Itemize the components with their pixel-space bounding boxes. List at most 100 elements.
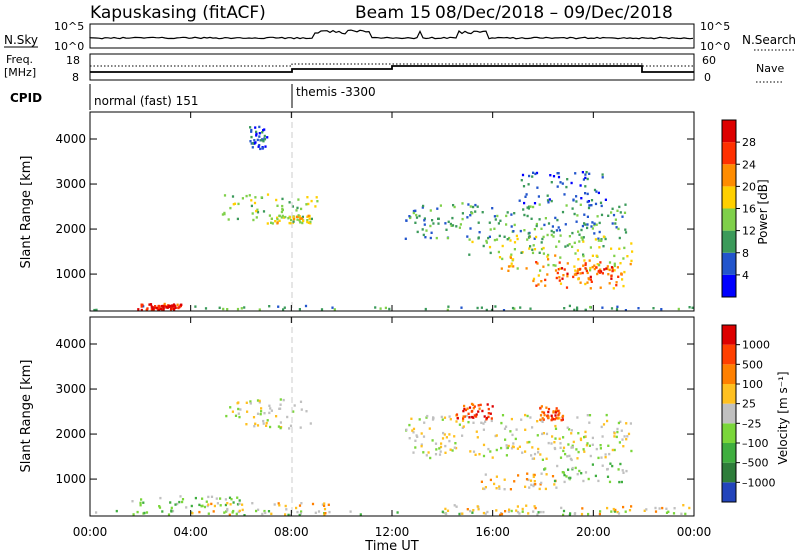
data-cell (630, 505, 633, 508)
data-cell (606, 468, 609, 471)
data-cell (608, 452, 611, 456)
data-cell (524, 428, 527, 431)
data-cell (587, 200, 590, 203)
data-cell (537, 195, 540, 198)
data-cell (545, 473, 548, 476)
data-cell (284, 513, 287, 516)
data-cell (572, 275, 575, 279)
data-cell (489, 251, 492, 255)
data-cell (532, 277, 536, 281)
data-cell (426, 414, 429, 418)
data-cell (586, 271, 589, 275)
data-cell (411, 429, 414, 432)
data-cell (487, 415, 490, 419)
data-cell (274, 220, 277, 223)
data-cell (250, 128, 253, 132)
data-cell (493, 227, 496, 230)
data-cell (584, 430, 587, 434)
data-cell (255, 216, 258, 219)
data-cell (610, 277, 613, 280)
data-cell (542, 235, 545, 239)
data-cell (601, 173, 604, 176)
data-cell (296, 510, 299, 514)
data-cell (245, 401, 248, 404)
data-cell (487, 447, 490, 451)
data-cell (565, 204, 568, 207)
data-cell (620, 429, 623, 432)
data-cell (523, 213, 526, 217)
data-cell (491, 207, 494, 210)
data-cell (535, 222, 538, 226)
data-cell (115, 509, 118, 513)
data-cell (477, 404, 480, 407)
data-cell (297, 198, 300, 201)
data-cell (565, 475, 568, 478)
data-cell (148, 303, 151, 306)
data-cell (584, 282, 587, 286)
data-cell (526, 214, 529, 218)
data-cell (477, 508, 480, 511)
data-cell (238, 499, 241, 502)
data-cell (599, 286, 602, 289)
data-cell (579, 437, 582, 440)
nsky-line (89, 29, 694, 40)
data-cell (589, 246, 592, 249)
data-cell (458, 423, 461, 426)
data-cell (584, 262, 587, 265)
data-cell (416, 230, 419, 234)
data-cell (289, 424, 293, 427)
data-cell (320, 308, 324, 311)
data-cell (527, 478, 530, 482)
data-cell (474, 453, 477, 456)
data-cell (250, 204, 253, 208)
data-cell (559, 282, 563, 285)
data-cell (448, 439, 451, 443)
data-cell (516, 505, 519, 508)
data-cell (491, 405, 494, 408)
data-cell (482, 511, 485, 515)
data-cell (462, 417, 465, 420)
data-cell (493, 238, 496, 242)
data-cell (485, 239, 488, 243)
data-cell (425, 229, 428, 232)
beam-label: Beam 15 (355, 3, 431, 23)
data-cell (349, 510, 352, 513)
y-tick-label: 2000 (55, 222, 86, 236)
data-cell (594, 474, 597, 478)
data-cell (623, 246, 626, 250)
data-cell (551, 416, 554, 420)
data-cell (555, 486, 558, 489)
data-cell (299, 512, 302, 515)
nsearch-tick-top: 10^5 (700, 20, 730, 33)
data-cell (256, 208, 259, 211)
data-cell (610, 510, 613, 513)
data-cell (498, 256, 502, 259)
data-cell (445, 228, 448, 231)
data-cell (442, 431, 445, 435)
data-cell (521, 507, 524, 511)
data-cell (569, 512, 572, 515)
data-cell (605, 413, 608, 417)
data-cell (559, 256, 562, 259)
data-cell (408, 215, 411, 218)
data-cell (532, 171, 535, 174)
data-cell (556, 185, 559, 188)
data-cell (518, 445, 521, 448)
data-cell (546, 194, 549, 197)
data-cell (576, 308, 579, 311)
station-title: Kapuskasing (fitACF) (90, 3, 266, 23)
data-cell (572, 198, 575, 201)
data-cell (227, 218, 230, 221)
x-tick-label: 00:00 (677, 525, 712, 539)
data-cell (420, 443, 423, 446)
data-cell (252, 416, 256, 419)
data-cell (622, 505, 625, 509)
data-cell (494, 305, 497, 308)
data-cell (643, 509, 646, 512)
data-cell (468, 406, 472, 409)
data-cell (463, 415, 466, 418)
colorbar-tick-label: 25 (742, 398, 756, 411)
data-cell (637, 307, 640, 310)
data-cell (185, 506, 188, 509)
data-cell (215, 497, 218, 500)
